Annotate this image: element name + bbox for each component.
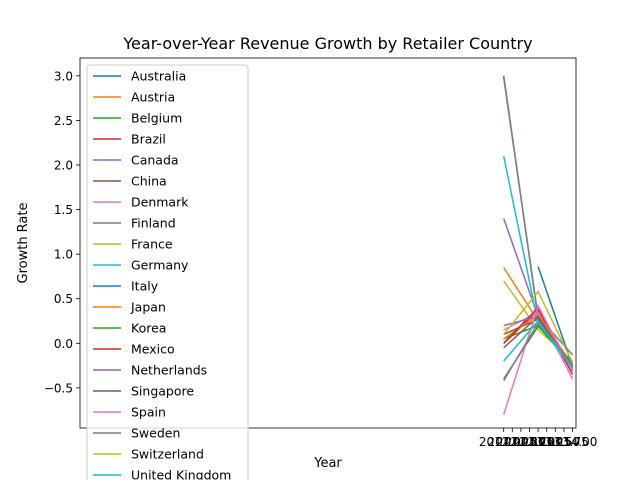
x-tick-label: 2013.75 [539,435,589,449]
y-tick-label: 3.0 [54,69,73,83]
y-axis-label: Growth Rate [16,203,31,284]
legend-label-16: Spain [131,405,166,420]
legend-label-18: Switzerland [131,447,204,462]
legend-label-7: Finland [131,216,176,231]
legend-label-11: Japan [130,300,166,315]
series-line-17 [503,321,574,382]
series-line-18 [503,290,574,364]
legend-label-9: Germany [131,258,189,273]
x-tick-label: 2013.50 [531,435,581,449]
x-tick-label: 2014.00 [548,435,598,449]
legend-label-2: Belgium [131,111,182,126]
legend-label-4: Canada [131,153,179,168]
x-tick-label: 2013.00 [513,435,563,449]
plot-frame [79,57,577,429]
x-tick-label: 2012.25 [487,435,537,449]
x-tick-label: 2012.00 [479,435,529,449]
x-tick-label: 2013.25 [522,435,572,449]
chart-title: Year-over-Year Revenue Growth by Retaile… [122,34,532,53]
legend-label-17: Sweden [131,426,180,441]
y-tick-label: 1.0 [54,248,73,262]
legend-label-14: Netherlands [131,363,207,378]
legend-label-5: China [131,174,167,189]
legend-box [86,64,249,485]
y-tick-label: 2.0 [54,158,73,172]
legend-label-3: Brazil [131,132,166,147]
y-tick-label: 2.5 [54,114,73,128]
legend-label-1: Austria [131,90,175,105]
axis-ticks: −0.50.00.51.01.52.02.53.02012.002012.252… [44,69,598,449]
legend-label-6: Denmark [131,195,189,210]
series-layer [502,75,574,415]
y-tick-label: −0.5 [44,381,73,395]
legend-label-12: Korea [131,321,166,336]
y-tick-label: 1.5 [54,203,73,217]
x-tick-label: 2012.50 [496,435,546,449]
legend-label-0: Australia [131,69,186,84]
legend-label-19: United Kingdom [131,468,231,481]
legend-label-13: Mexico [131,342,175,357]
legend-label-8: France [131,237,173,252]
y-tick-label: 0.0 [54,337,73,351]
legend-label-15: Singapore [131,384,194,399]
y-tick-label: 0.5 [54,292,73,306]
series-line-19 [503,319,574,369]
legend: Australia Austria Belgium Brazil Canada China… [86,64,249,485]
x-axis-label: Year [313,456,342,471]
x-tick-label: 2012.75 [505,435,555,449]
plot-area [502,75,574,415]
legend-label-10: Italy [131,279,159,294]
